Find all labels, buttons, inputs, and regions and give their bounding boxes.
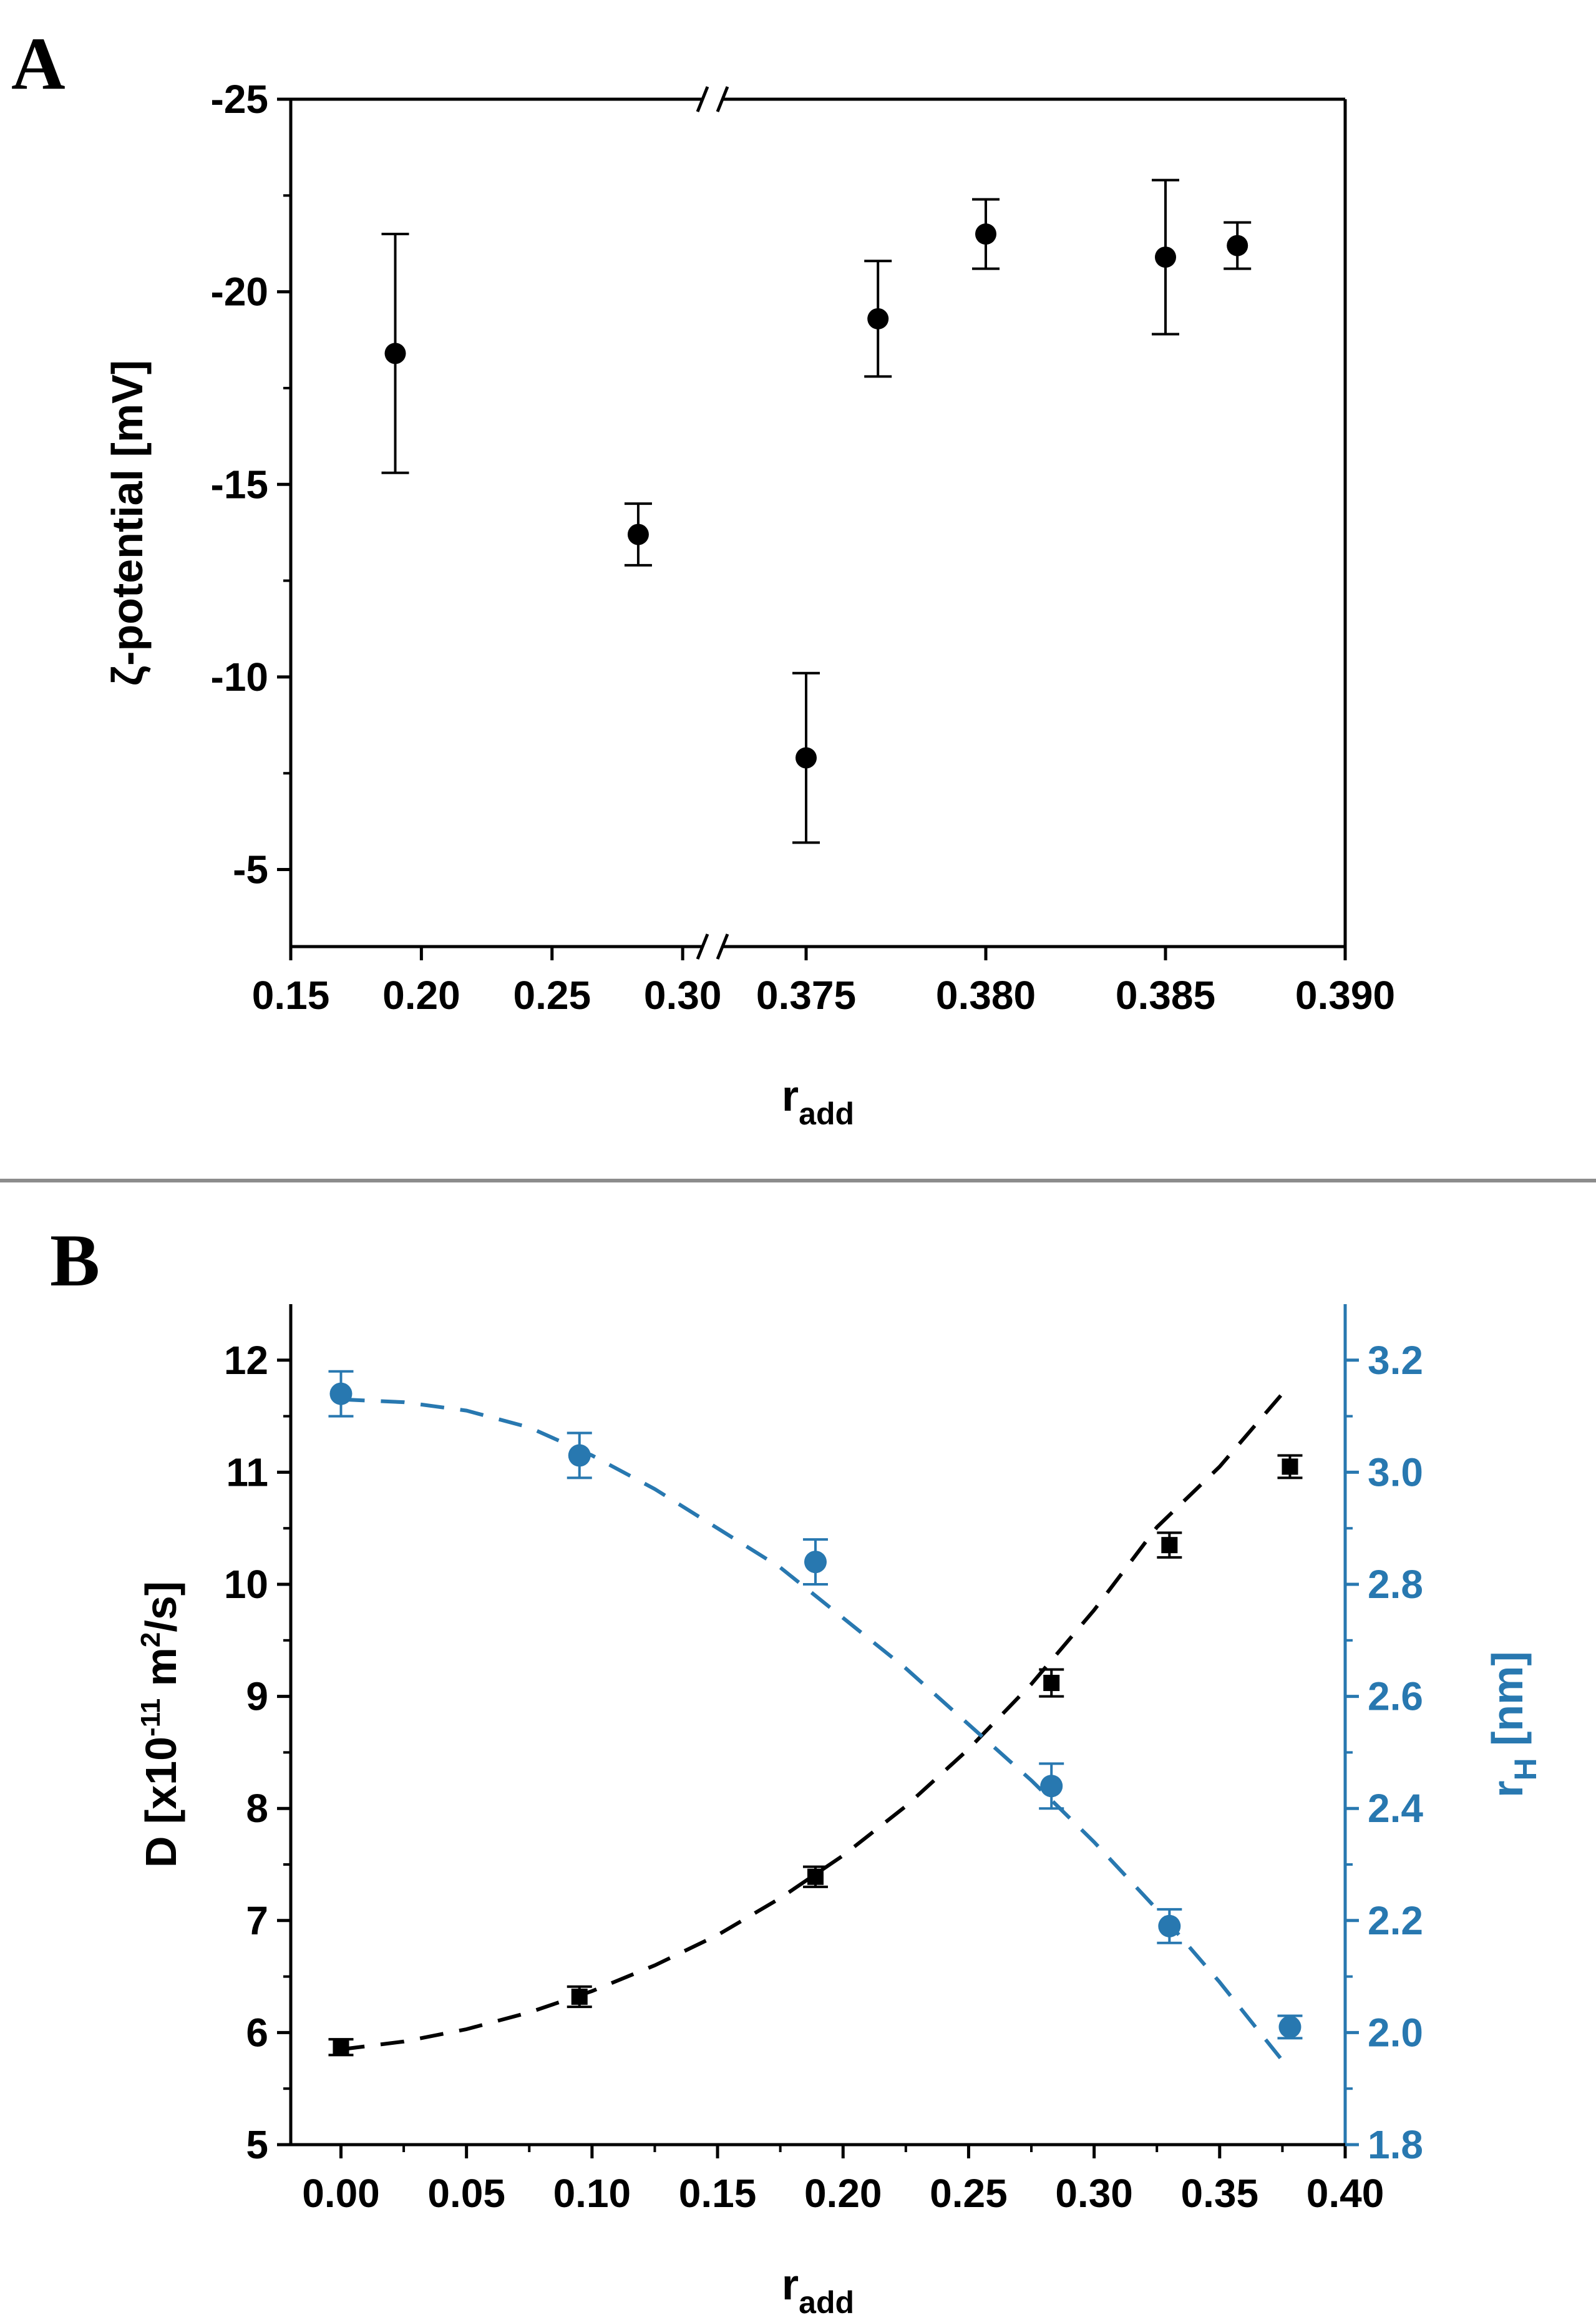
left-y-axis-title-part: /s] bbox=[137, 1581, 185, 1632]
x-tick-label: 0.25 bbox=[513, 973, 591, 1018]
y-tick-label: -5 bbox=[233, 847, 268, 892]
left-y-tick-label: 10 bbox=[224, 1562, 268, 1607]
x-tick-label: 0.40 bbox=[1306, 2171, 1384, 2216]
right-y-tick-label: 1.8 bbox=[1368, 2122, 1423, 2167]
zeta-potential-chart: -25 -20 -15 -10 -5 0.15 0.20 0.25 0.30 0.375 0.380… bbox=[103, 77, 1395, 1131]
y-tick-label: -15 bbox=[211, 462, 269, 507]
left-y-tick-label: 8 bbox=[246, 1786, 268, 1831]
rH-data-point bbox=[1158, 1914, 1181, 1937]
right-y-tick-label: 2.8 bbox=[1368, 1562, 1423, 1607]
left-y-tick-label: 11 bbox=[226, 1450, 268, 1494]
left-y-axis-title-part: m bbox=[137, 1647, 185, 1698]
D-data-point bbox=[1161, 1537, 1178, 1554]
left-y-tick-label: 5 bbox=[246, 2122, 268, 2167]
right-y-tick-label: 3.0 bbox=[1368, 1450, 1423, 1494]
data-point bbox=[975, 223, 996, 245]
right-y-axis-title-main: r bbox=[1483, 1780, 1532, 1797]
axis-break-mark bbox=[716, 86, 729, 112]
x-tick-label: 0.15 bbox=[679, 2171, 757, 2216]
left-y-tick-label: 9 bbox=[246, 1674, 268, 1719]
x-tick-label: 0.30 bbox=[1055, 2171, 1133, 2216]
rH-data-point bbox=[1040, 1775, 1063, 1798]
y-tick-label: -20 bbox=[211, 270, 269, 314]
y-axis-title: ζ-potential [mV] bbox=[103, 360, 152, 686]
axis-break-mark bbox=[696, 933, 709, 960]
D-fit-line bbox=[341, 1383, 1292, 2052]
rH-data-point bbox=[804, 1551, 827, 1574]
x-tick-label: 0.375 bbox=[756, 973, 856, 1018]
right-y-axis-title-sub: H bbox=[1508, 1758, 1543, 1780]
x-tick-label: 0.15 bbox=[252, 973, 330, 1018]
data-point bbox=[796, 747, 817, 769]
left-y-tick-label: 12 bbox=[224, 1338, 268, 1383]
x-tick-label: 0.20 bbox=[804, 2171, 882, 2216]
left-y-tick-label: 6 bbox=[246, 2010, 268, 2055]
x-axis-title-sub: add bbox=[799, 1096, 854, 1131]
x-axis-title: radd bbox=[782, 2260, 854, 2315]
axis-break-mark bbox=[716, 933, 729, 960]
left-y-axis-title-part: -11 bbox=[135, 1698, 166, 1737]
right-y-tick-label: 2.6 bbox=[1368, 1674, 1423, 1719]
x-axis-title: radd bbox=[782, 1071, 854, 1131]
right-y-axis-title-end: [nm] bbox=[1483, 1651, 1532, 1758]
x-tick-label: 0.20 bbox=[382, 973, 460, 1018]
axis-break-mark bbox=[696, 86, 709, 112]
x-tick-label: 0.05 bbox=[427, 2171, 505, 2216]
D-data-point bbox=[333, 2039, 349, 2055]
x-tick-label: 0.390 bbox=[1295, 973, 1395, 1018]
data-point bbox=[1227, 235, 1248, 256]
x-tick-label: 0.385 bbox=[1116, 973, 1215, 1018]
D-data-point bbox=[807, 1868, 824, 1885]
y-tick-label: -25 bbox=[211, 77, 269, 122]
right-y-axis-title: rH [nm] bbox=[1483, 1651, 1543, 1797]
D-data-point bbox=[571, 1988, 588, 2005]
x-tick-label: 0.10 bbox=[553, 2171, 631, 2216]
right-y-tick-label: 2.0 bbox=[1368, 2010, 1423, 2055]
rH-data-point bbox=[329, 1382, 353, 1405]
x-tick-label: 0.35 bbox=[1181, 2171, 1259, 2216]
y-tick-label: -10 bbox=[211, 655, 269, 699]
D-data-point bbox=[1043, 1675, 1060, 1692]
x-tick-label: 0.25 bbox=[930, 2171, 1008, 2216]
data-point bbox=[627, 524, 649, 545]
x-axis-title-main: r bbox=[782, 2260, 799, 2309]
left-y-axis-title: D [x10-11 m2/s] bbox=[135, 1581, 185, 1868]
diffusion-radius-chart: 0.00 0.05 0.10 0.15 0.20 0.25 0.30 0.35 0.40 5 6 7 8… bbox=[135, 1304, 1543, 2315]
rH-fit-line bbox=[341, 1397, 1284, 2062]
right-y-tick-label: 3.2 bbox=[1368, 1338, 1423, 1383]
left-y-tick-label: 7 bbox=[246, 1898, 268, 1943]
panel-b-label: B bbox=[50, 1219, 100, 1302]
panel-a-label: A bbox=[11, 22, 66, 105]
x-tick-label: 0.30 bbox=[644, 973, 722, 1018]
D-data-point bbox=[1282, 1458, 1298, 1475]
x-axis-title-sub: add bbox=[799, 2285, 854, 2315]
x-axis-title-main: r bbox=[782, 1071, 799, 1120]
rH-data-point bbox=[568, 1444, 591, 1467]
x-tick-label: 0.00 bbox=[302, 2171, 380, 2216]
data-point bbox=[1155, 246, 1176, 268]
data-point bbox=[867, 308, 889, 329]
rH-data-point bbox=[1278, 2015, 1302, 2039]
x-tick-label: 0.380 bbox=[936, 973, 1036, 1018]
left-y-axis-title-part: 2 bbox=[135, 1632, 166, 1647]
data-point bbox=[384, 343, 406, 364]
left-y-axis-title-part: D [x10 bbox=[137, 1737, 185, 1868]
right-y-tick-label: 2.2 bbox=[1368, 1898, 1423, 1943]
right-y-tick-label: 2.4 bbox=[1368, 1786, 1423, 1831]
